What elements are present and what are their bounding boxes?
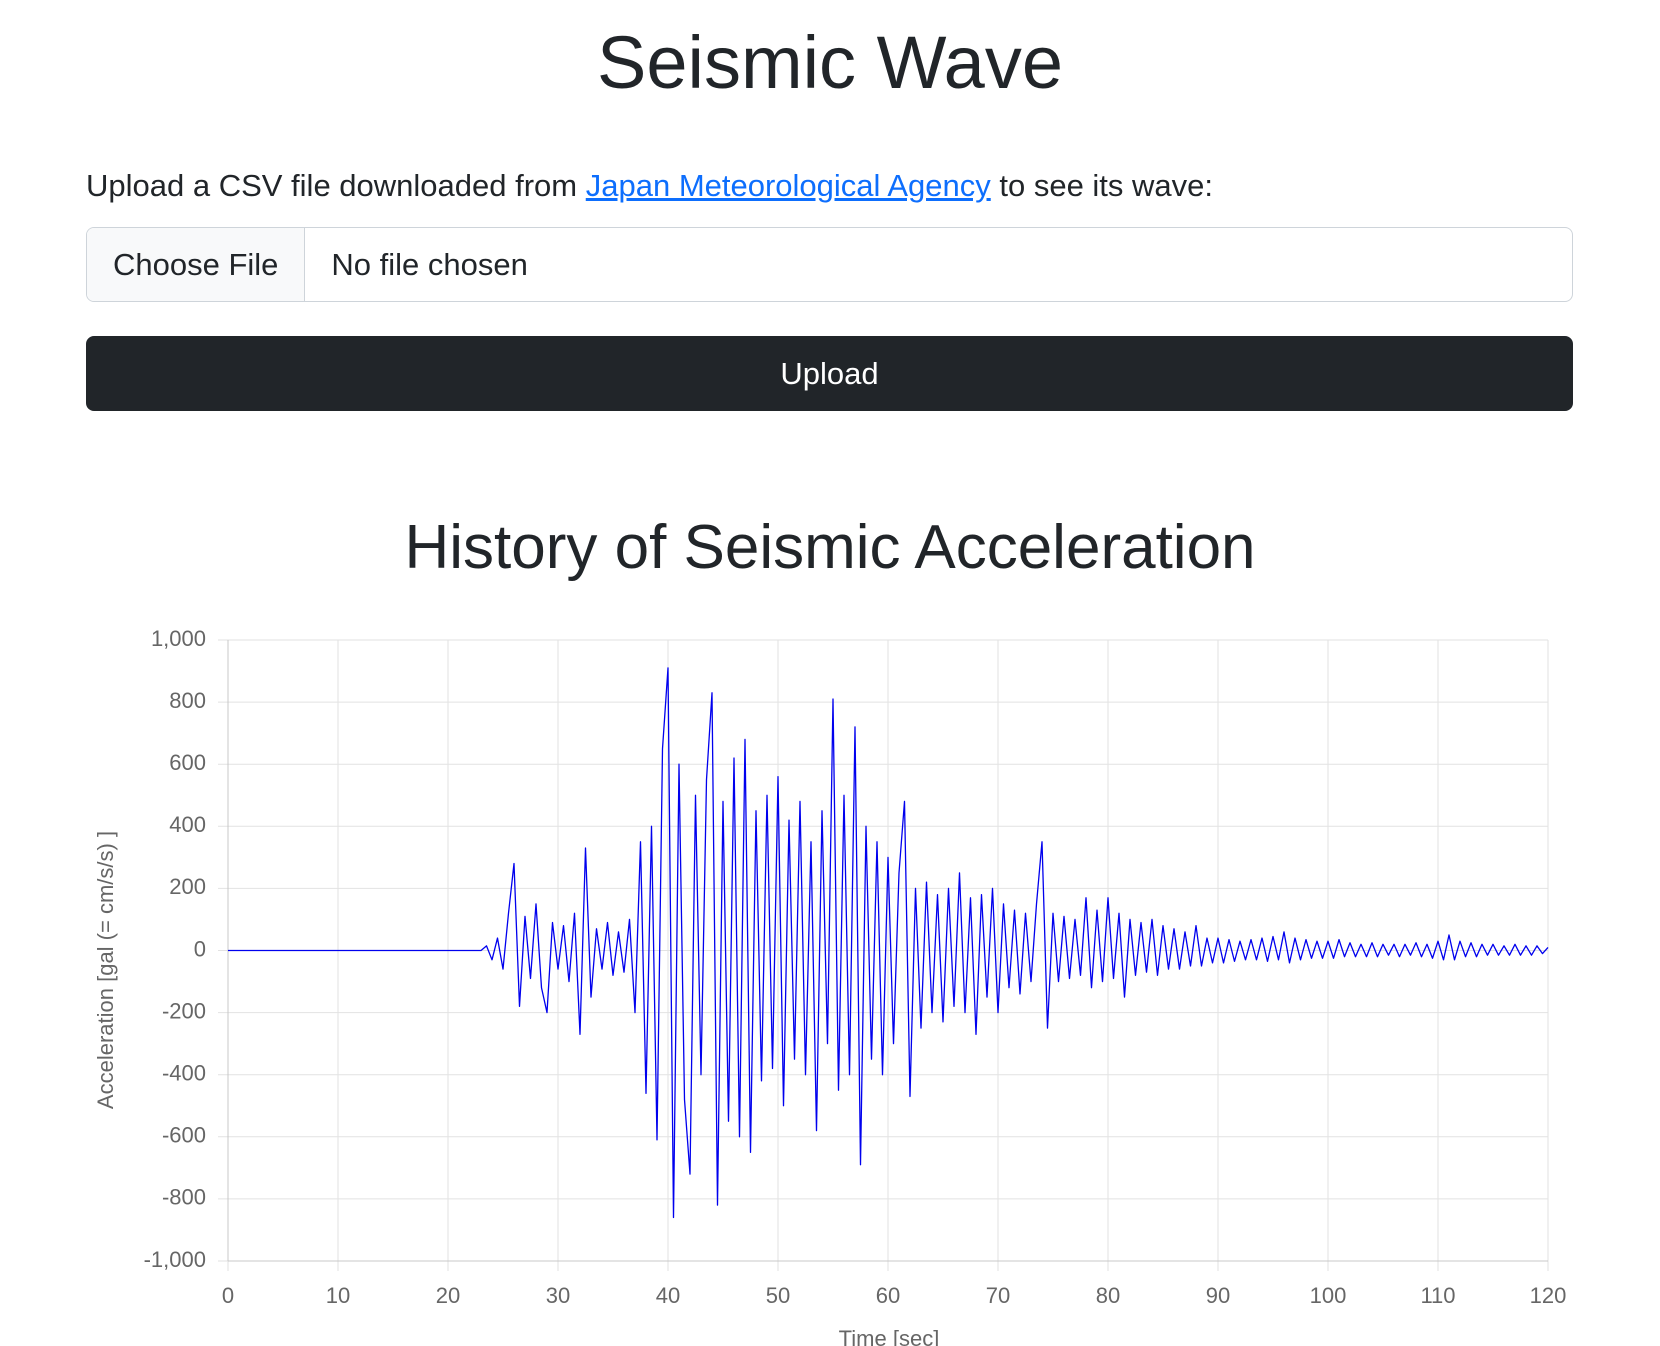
y-tick-label: -200 (162, 998, 206, 1023)
x-tick-label: 50 (766, 1283, 790, 1308)
jma-link[interactable]: Japan Meteorological Agency (585, 168, 991, 203)
x-tick-label: 100 (1310, 1283, 1347, 1308)
chart: Time [sec] Acceleration [gal (= cm/s/s) … (93, 626, 1567, 1346)
intro-text: to see its wave: (999, 168, 1214, 203)
y-tick-label: 1,000 (151, 626, 206, 651)
x-tick-label: 110 (1420, 1283, 1455, 1308)
chart-title: History of Seismic Acceleration (404, 513, 1256, 582)
x-tick-label: 70 (986, 1283, 1010, 1308)
y-axis-label: Acceleration [gal (= cm/s/s) ] (93, 831, 118, 1109)
intro: Upload a CSV file downloaded from Japan … (86, 168, 1213, 204)
y-tick-label: -600 (162, 1123, 206, 1148)
y-tick-label: -1,000 (144, 1247, 206, 1272)
y-tick-label: 600 (169, 750, 206, 775)
file-input[interactable]: Choose File No file chosen (86, 227, 1573, 302)
x-tick-label: 20 (436, 1283, 460, 1308)
y-tick-label: 800 (169, 688, 206, 713)
upload-button[interactable]: Upload (86, 336, 1573, 411)
x-tick-label: 40 (656, 1283, 680, 1308)
x-tick-label: 30 (546, 1283, 570, 1308)
x-tick-label: 60 (876, 1283, 900, 1308)
intro-text: Upload a CSV file downloaded from (86, 168, 578, 203)
x-tick-label: 10 (326, 1283, 350, 1308)
choose-file-button[interactable]: Choose File (87, 228, 306, 301)
y-tick-label: -400 (162, 1061, 206, 1086)
x-tick-label: 80 (1096, 1283, 1120, 1308)
y-tick-label: 400 (169, 812, 206, 837)
x-axis-label: Time [sec] (839, 1326, 940, 1346)
file-status: No file chosen (331, 246, 528, 282)
y-tick-label: 0 (194, 936, 206, 961)
x-tick-label: 0 (222, 1283, 234, 1308)
x-tick-label: 120 (1530, 1283, 1567, 1308)
y-tick-label: 200 (169, 874, 206, 899)
x-tick-label: 90 (1206, 1283, 1230, 1308)
wave-line (228, 667, 1549, 1219)
y-tick-label: -800 (162, 1185, 206, 1210)
page-title: Seismic Wave (596, 21, 1063, 104)
